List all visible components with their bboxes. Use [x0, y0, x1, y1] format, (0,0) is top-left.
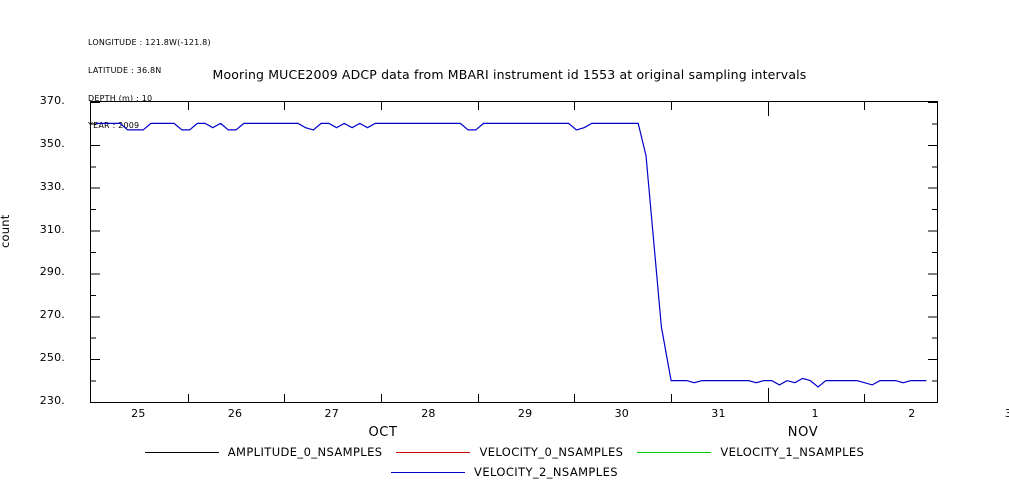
y-tick-label: 290.: [39, 265, 65, 279]
x-tick-label: 28: [421, 407, 436, 420]
legend-item[interactable]: VELOCITY_2_NSAMPLES: [391, 465, 618, 479]
y-tick-label: 230.: [39, 394, 65, 407]
legend-color-swatch: [396, 451, 471, 453]
y-tick-label: 310.: [39, 222, 65, 236]
x-tick-label: 25: [131, 407, 146, 420]
data-series-line: [95, 122, 927, 388]
legend-label: VELOCITY_2_NSAMPLES: [474, 465, 618, 479]
legend-label: VELOCITY_0_NSAMPLES: [479, 445, 624, 459]
metadata-depth: DEPTH (m) : 10: [88, 93, 153, 103]
y-tick-label: 330.: [39, 179, 65, 193]
x-tick-label: 2: [908, 407, 916, 420]
legend-row: VELOCITY_2_NSAMPLES: [0, 465, 1009, 479]
y-tick-label: 270.: [39, 308, 65, 322]
x-tick-label: 29: [517, 407, 533, 420]
metadata-year: YEAR : 2009: [88, 121, 140, 131]
plot-svg: [91, 102, 937, 402]
legend-item[interactable]: AMPLITUDE_0_NSAMPLES: [144, 445, 383, 459]
legend-item[interactable]: VELOCITY_1_NSAMPLES: [637, 445, 864, 459]
legend-label: VELOCITY_1_NSAMPLES: [720, 445, 865, 459]
legend-row: AMPLITUDE_0_NSAMPLES VELOCITY_0_NSAMPLES V…: [0, 445, 1009, 459]
metadata-latitude: LATITUDE : 36.8N: [88, 66, 162, 76]
chart-title-text: Mooring MUCE2009 ADCP data from MBARI in…: [212, 67, 807, 82]
plot-area: [90, 101, 938, 403]
x-month-label: OCT: [368, 425, 398, 440]
x-tick-label: 30: [614, 407, 629, 420]
legend-color-swatch: [637, 451, 712, 453]
x-tick-label: 27: [324, 407, 339, 420]
chart-legend: AMPLITUDE_0_NSAMPLES VELOCITY_0_NSAMPLES V…: [0, 445, 1009, 479]
legend-color-swatch: [391, 471, 466, 473]
y-tick-label: 350.: [39, 136, 65, 150]
y-tick-label: 250.: [39, 351, 65, 365]
chart-title: Mooring MUCE2009 ADCP data from MBARI in…: [0, 67, 1009, 82]
x-tick-label: 3: [1004, 407, 1009, 420]
metadata-longitude: LONGITUDE : 121.8W(-121.8): [88, 38, 211, 48]
x-tick-label: 26: [227, 407, 243, 420]
legend-color-swatch: [144, 451, 219, 453]
metadata-block: LONGITUDE : 121.8W(-121.8) LATITUDE : 36…: [88, 20, 211, 140]
x-tick-label: 1: [811, 407, 819, 420]
legend-label: AMPLITUDE_0_NSAMPLES: [227, 445, 383, 459]
legend-item[interactable]: VELOCITY_0_NSAMPLES: [396, 445, 623, 459]
x-month-label: NOV: [787, 425, 819, 440]
y-tick-label: 370.: [39, 94, 65, 107]
x-tick-label: 31: [711, 407, 726, 420]
